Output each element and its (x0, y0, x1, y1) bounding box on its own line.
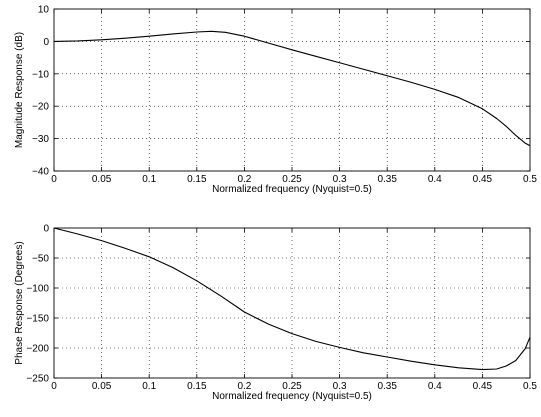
magnitude-xtick-label: 0.2 (237, 174, 251, 185)
phase-ytick-label: −150 (26, 314, 49, 325)
magnitude-ytick-label: −20 (32, 102, 49, 113)
phase-ytick-label: 0 (43, 224, 49, 235)
magnitude-ytick-label: 10 (38, 5, 50, 16)
phase-plot: 0 0.05 0.1 0.15 0.2 0.25 0.3 0.35 0.4 0.45 0.5 0 −50… (14, 224, 537, 403)
magnitude-xtick-label: 0.4 (428, 174, 442, 185)
phase-yaxis-label: Phase Response (Degrees) (14, 241, 25, 364)
magnitude-xtick-label: 0.3 (333, 174, 347, 185)
phase-ytick-label: −250 (26, 374, 49, 385)
phase-xaxis-label: Normalized frequency (Nyquist=0.5) (212, 391, 372, 402)
phase-response-line (53, 227, 531, 371)
magnitude-xtick-label: 0 (51, 174, 57, 185)
magnitude-xaxis-label: Normalized frequency (Nyquist=0.5) (212, 184, 372, 195)
magnitude-plot: 0 0.05 0.1 0.15 0.2 0.25 0.3 0.35 0.4 0.45 0.5100−… (14, 5, 537, 196)
magnitude-response-line (53, 30, 531, 147)
magnitude-ytick-label: −10 (32, 69, 49, 80)
phase-xtick-label: 0.4 (428, 381, 442, 392)
magnitude-xtick-label: 0.35 (377, 174, 397, 185)
phase-plot-area (54, 228, 530, 378)
phase-xtick-label: 0.35 (377, 381, 397, 392)
phase-xtick-label: 0.05 (92, 381, 112, 392)
magnitude-xtick-label: 0.5 (523, 174, 537, 185)
phase-ytick-label: −100 (26, 284, 49, 295)
phase-xtick-label: 0.25 (282, 381, 302, 392)
phase-ytick-label: −50 (32, 254, 49, 265)
magnitude-yaxis-label: Magnitude Response (dB) (14, 32, 25, 148)
magnitude-ytick-label: 0 (43, 37, 49, 48)
magnitude-xtick-label: 0.1 (142, 174, 156, 185)
phase-xtick-label: 0.5 (523, 381, 537, 392)
phase-xtick-label: 0.2 (237, 381, 251, 392)
phase-xtick-label: 0.3 (333, 381, 347, 392)
magnitude-xtick-label: 0.45 (473, 174, 493, 185)
magnitude-xtick-label: 0.25 (282, 174, 302, 185)
phase-xtick-label: 0.45 (473, 381, 493, 392)
phase-xtick-label: 0.1 (142, 381, 156, 392)
magnitude-xtick-label: 0.05 (92, 174, 112, 185)
phase-xtick-label: 0 (51, 381, 57, 392)
phase-axes-frame (53, 227, 531, 379)
magnitude-axes-frame (53, 8, 531, 172)
magnitude-ytick-label: −40 (32, 167, 49, 178)
magnitude-xtick-label: 0.15 (187, 174, 207, 185)
phase-xtick-label: 0.15 (187, 381, 207, 392)
magnitude-ytick-label: −30 (32, 134, 49, 145)
phase-ytick-label: −200 (26, 344, 49, 355)
